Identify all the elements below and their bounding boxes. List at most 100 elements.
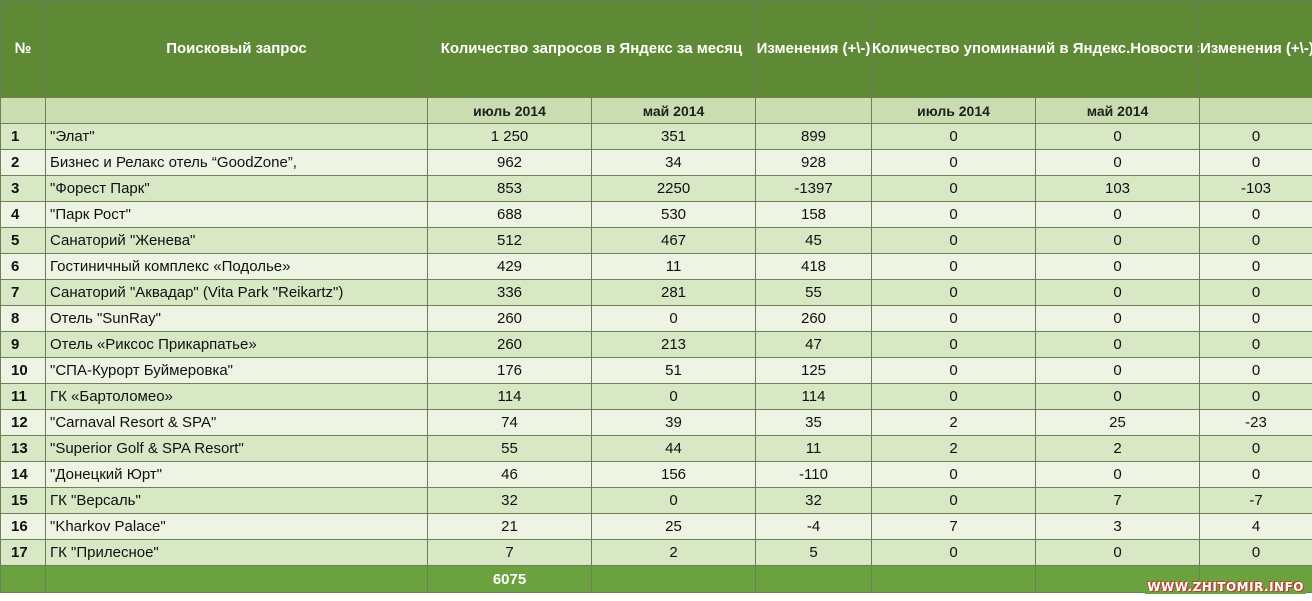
requests-july: 176 (427, 357, 592, 384)
mentions-change: 0 (1199, 227, 1312, 254)
row-number: 1 (0, 123, 46, 150)
mentions-change: 0 (1199, 253, 1312, 280)
table-row: 4 "Парк Рост" 688 530 158 0 0 0 (0, 201, 1312, 228)
query-name: Санаторий "Женева" (45, 227, 428, 254)
mentions-change: 0 (1199, 123, 1312, 150)
table-row: 9 Отель «Риксос Прикарпатье» 260 213 47 0 0 0 (0, 331, 1312, 358)
requests-may: 530 (590, 201, 757, 228)
table-row: 14 "Донецкий Юрт" 46 156 -110 0 0 0 (0, 461, 1312, 488)
table-row: 11 ГК «Бартоломео» 114 0 114 0 0 0 (0, 383, 1312, 410)
subheader-may-mentions: май 2014 (1035, 97, 1201, 124)
requests-change: 418 (755, 253, 873, 280)
query-name: "Kharkov Palace" (45, 513, 428, 540)
subheader-blank (755, 97, 873, 124)
mentions-july: 0 (871, 201, 1037, 228)
row-number: 12 (0, 409, 46, 436)
mentions-may: 0 (1035, 331, 1201, 358)
query-name: "Донецкий Юрт" (45, 461, 428, 488)
requests-may: 467 (590, 227, 757, 254)
mentions-may: 0 (1035, 279, 1201, 306)
mentions-may: 7 (1035, 487, 1201, 514)
mentions-july: 0 (871, 253, 1037, 280)
row-number: 16 (0, 513, 46, 540)
requests-july: 1 250 (427, 123, 592, 150)
mentions-july: 0 (871, 123, 1037, 150)
mentions-change: 0 (1199, 149, 1312, 176)
requests-july: 429 (427, 253, 592, 280)
mentions-change: 0 (1199, 201, 1312, 228)
requests-may: 11 (590, 253, 757, 280)
requests-change: 260 (755, 305, 873, 332)
requests-change: 158 (755, 201, 873, 228)
mentions-may: 0 (1035, 201, 1201, 228)
mentions-change: 0 (1199, 331, 1312, 358)
mentions-may: 0 (1035, 227, 1201, 254)
total-value: 6075 (427, 565, 592, 593)
mentions-change: 0 (1199, 279, 1312, 306)
requests-july: 260 (427, 305, 592, 332)
subheader-row: июль 2014 май 2014 июль 2014 май 2014 (0, 97, 1312, 124)
query-name: "Форест Парк" (45, 175, 428, 202)
requests-july: 114 (427, 383, 592, 410)
requests-change: -4 (755, 513, 873, 540)
mentions-may: 2 (1035, 435, 1201, 462)
row-number: 7 (0, 279, 46, 306)
requests-change: -1397 (755, 175, 873, 202)
requests-may: 0 (590, 305, 757, 332)
requests-may: 281 (590, 279, 757, 306)
mentions-july: 0 (871, 357, 1037, 384)
query-name: "СПА-Курорт Буймеровка" (45, 357, 428, 384)
mentions-may: 0 (1035, 253, 1201, 280)
table-row: 2 Бизнес и Релакс отель “GoodZone”, 962 34 9… (0, 149, 1312, 176)
table-row: 17 ГК "Прилесное" 7 2 5 0 0 0 (0, 539, 1312, 566)
mentions-july: 0 (871, 383, 1037, 410)
query-name: Санаторий "Аквадар" (Vita Park "Reikartz… (45, 279, 428, 306)
mentions-may: 0 (1035, 123, 1201, 150)
requests-may: 39 (590, 409, 757, 436)
row-number: 6 (0, 253, 46, 280)
requests-july: 32 (427, 487, 592, 514)
col-header-changes-mentions: Изменения (+\-) (1199, 0, 1312, 98)
row-number: 8 (0, 305, 46, 332)
requests-change: 32 (755, 487, 873, 514)
query-name: ГК «Бартоломео» (45, 383, 428, 410)
mentions-july: 7 (871, 513, 1037, 540)
mentions-may: 103 (1035, 175, 1201, 202)
subheader-may-requests: май 2014 (590, 97, 757, 124)
requests-july: 336 (427, 279, 592, 306)
requests-july: 46 (427, 461, 592, 488)
total-blank (755, 565, 873, 593)
mentions-may: 25 (1035, 409, 1201, 436)
mentions-may: 0 (1035, 383, 1201, 410)
requests-july: 512 (427, 227, 592, 254)
total-blank (0, 565, 46, 593)
requests-may: 351 (590, 123, 757, 150)
table-row: 5 Санаторий "Женева" 512 467 45 0 0 0 (0, 227, 1312, 254)
mentions-may: 0 (1035, 305, 1201, 332)
mentions-change: -103 (1199, 175, 1312, 202)
query-name: Гостиничный комплекс «Подолье» (45, 253, 428, 280)
col-header-mentions: Количество упоминаний в Яндекс.Новости з… (871, 0, 1201, 98)
requests-may: 2 (590, 539, 757, 566)
requests-change: 55 (755, 279, 873, 306)
total-blank (45, 565, 428, 593)
mentions-change: 0 (1199, 357, 1312, 384)
requests-change: 35 (755, 409, 873, 436)
mentions-july: 0 (871, 305, 1037, 332)
mentions-change: -23 (1199, 409, 1312, 436)
mentions-may: 0 (1035, 149, 1201, 176)
query-name: Бизнес и Релакс отель “GoodZone”, (45, 149, 428, 176)
mentions-july: 0 (871, 279, 1037, 306)
requests-change: 928 (755, 149, 873, 176)
row-number: 13 (0, 435, 46, 462)
requests-change: -110 (755, 461, 873, 488)
total-blank (871, 565, 1037, 593)
mentions-change: 0 (1199, 383, 1312, 410)
subheader-july-mentions: июль 2014 (871, 97, 1037, 124)
subheader-blank (1199, 97, 1312, 124)
table-row: 12 "Carnaval Resort & SPA" 74 39 35 2 25 -23 (0, 409, 1312, 436)
requests-may: 44 (590, 435, 757, 462)
requests-may: 34 (590, 149, 757, 176)
requests-july: 7 (427, 539, 592, 566)
row-number: 9 (0, 331, 46, 358)
